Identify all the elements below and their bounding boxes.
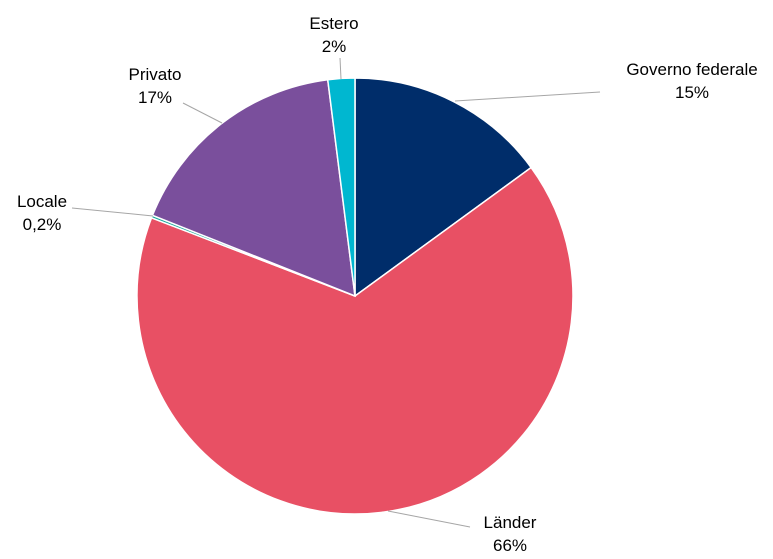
slice-value-label: 0,2% [23, 215, 62, 234]
slice-name-label: Locale [17, 192, 67, 211]
leader-line [339, 57, 342, 80]
slice-name-label: Governo federale [626, 60, 757, 79]
leader-lines-layer [71, 57, 601, 528]
slices-layer [136, 77, 574, 515]
leader-line [387, 510, 471, 528]
slice-value-label: 15% [675, 83, 709, 102]
slice-name-label: Privato [129, 65, 182, 84]
labels-layer: Governo federale 15% Länder 66% Locale 0,2% Pr… [17, 14, 758, 555]
pie-slice-privato [151, 78, 356, 298]
leader-line [454, 91, 601, 102]
leader-line [71, 207, 154, 217]
slice-value-label: 2% [322, 37, 347, 56]
slice-value-label: 66% [493, 536, 527, 554]
leader-line [182, 102, 223, 124]
slice-name-label: Länder [484, 513, 537, 532]
slice-name-label: Estero [309, 14, 358, 33]
slice-value-label: 17% [138, 88, 172, 107]
pie-slice-governo-federale [354, 77, 533, 298]
